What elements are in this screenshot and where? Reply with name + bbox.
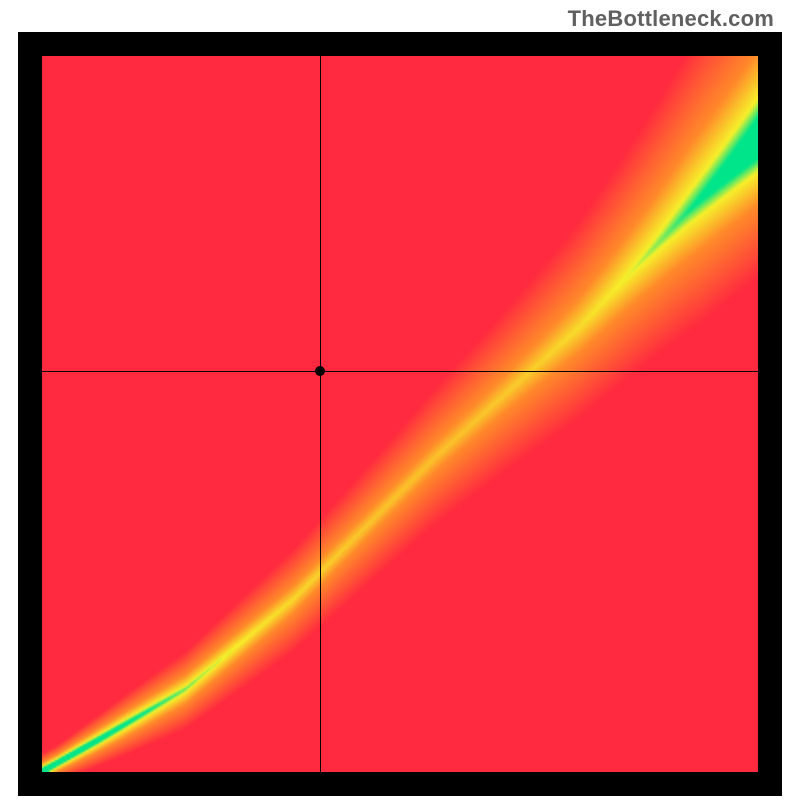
heatmap-plot [42,56,758,772]
chart-frame [18,32,782,796]
bottleneck-marker-dot [315,366,325,376]
crosshair-vertical [320,56,321,772]
crosshair-horizontal [42,371,758,372]
watermark-text: TheBottleneck.com [568,6,774,32]
heatmap-canvas [42,56,758,772]
